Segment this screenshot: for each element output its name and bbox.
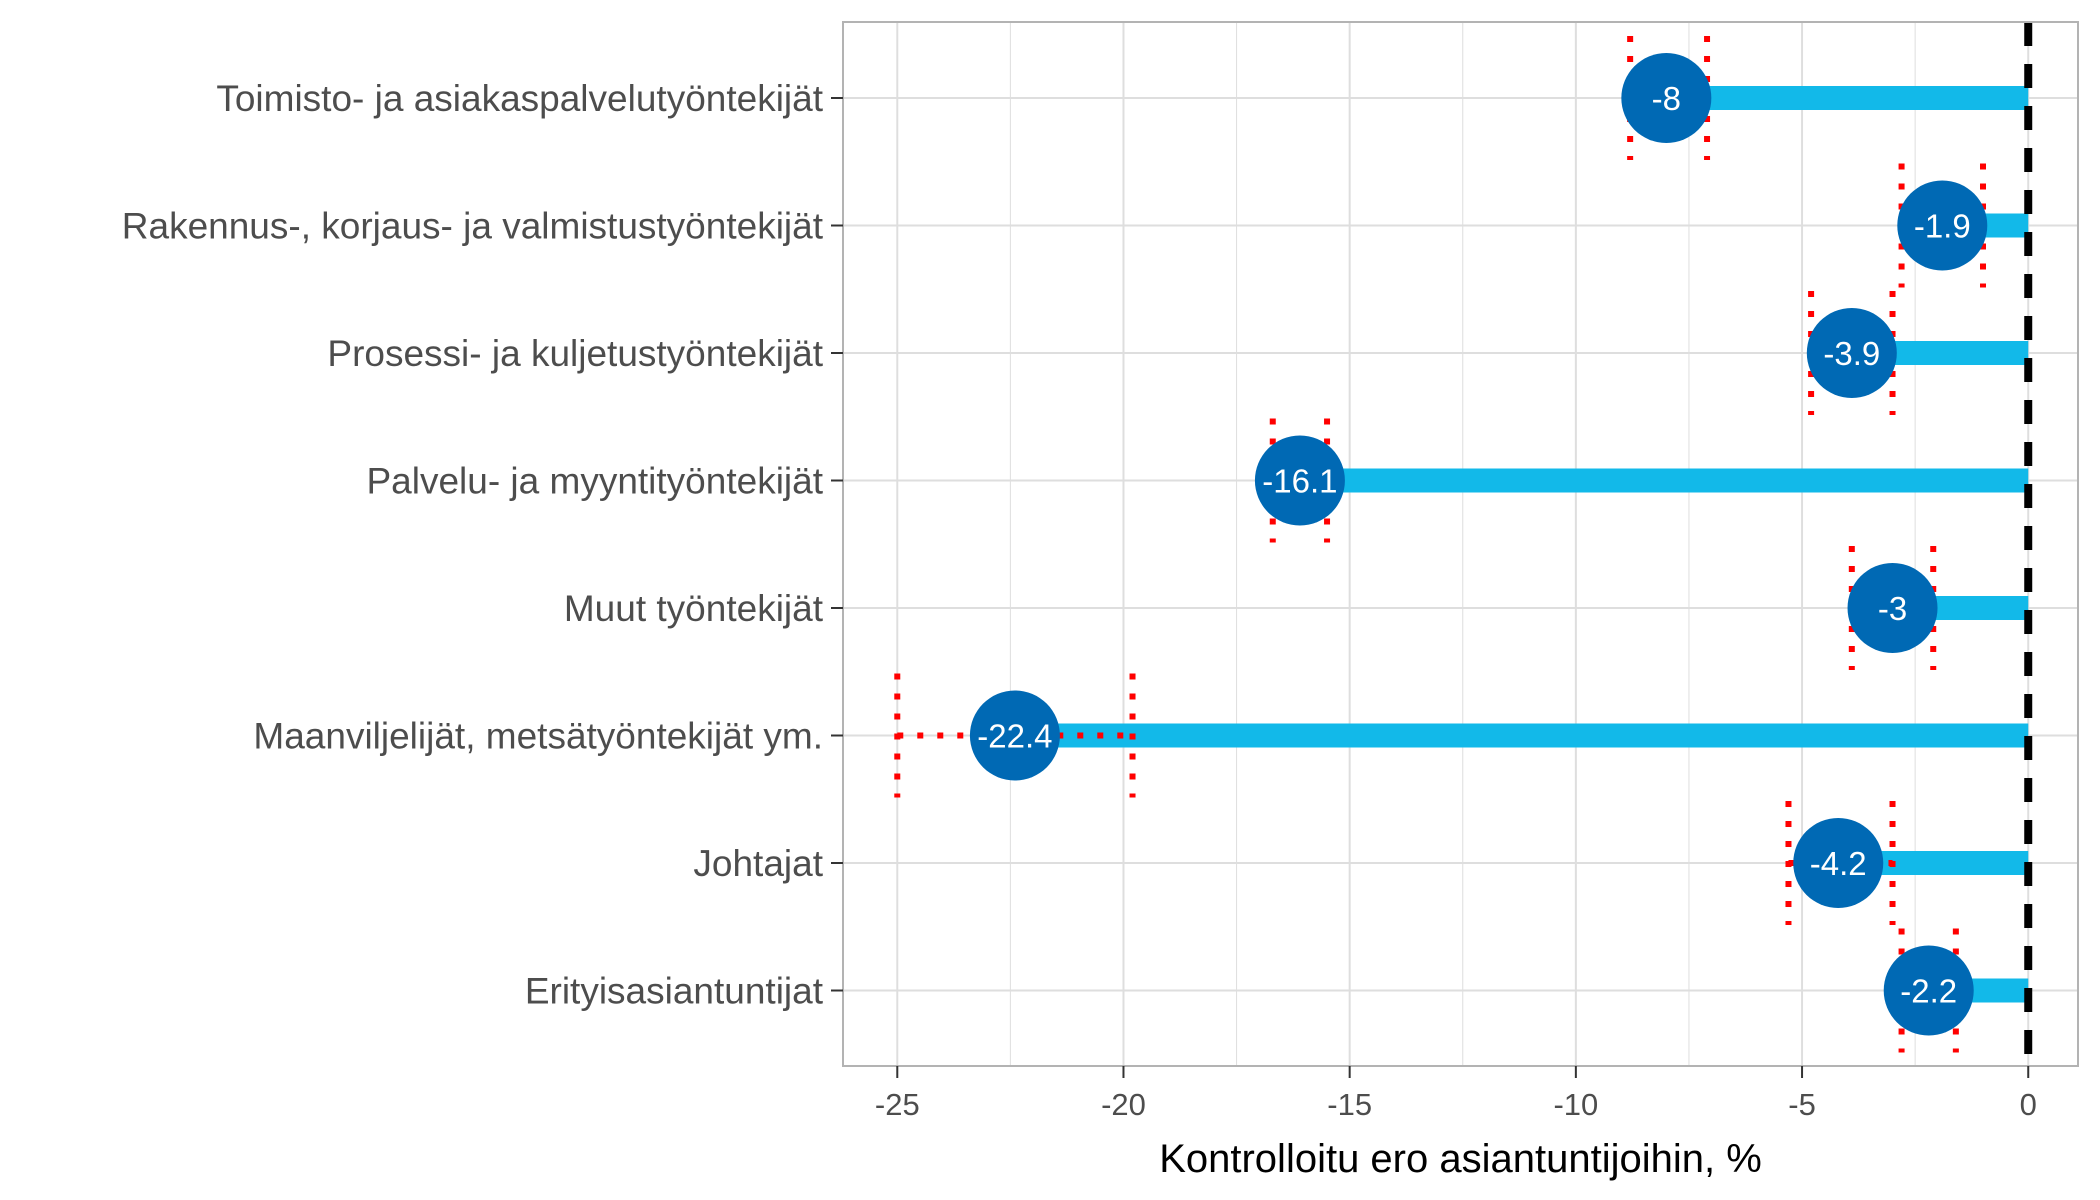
bar	[1666, 86, 2029, 110]
value-point	[1621, 53, 1712, 143]
value-label: -1.9	[1914, 208, 1971, 245]
x-tick-label: -10	[1553, 1087, 1598, 1122]
y-tick-label: Muut työntekijät	[564, 588, 824, 629]
y-tick-label: Johtajat	[693, 843, 823, 884]
value-point	[1254, 435, 1345, 526]
y-tick-label: Palvelu- ja myyntityöntekijät	[366, 461, 823, 502]
y-tick-label: Maanviljelijät, metsätyöntekijät ym.	[253, 716, 823, 757]
x-tick-label: -5	[1788, 1087, 1816, 1122]
value-point	[1883, 945, 1974, 1036]
panel-border	[842, 21, 2079, 1067]
x-tick-label: -25	[875, 1087, 920, 1122]
value-label: -4.2	[1810, 845, 1867, 882]
value-point	[969, 690, 1060, 781]
value-label: -3.9	[1823, 335, 1880, 372]
y-tick-label: Toimisto- ja asiakaspalvelutyöntekijät	[216, 78, 823, 119]
bar	[1299, 468, 2029, 493]
bar	[1014, 723, 2029, 748]
points: -8 -1.9 -3.9 -16.1 -3 -22.4 -4.2 -2.2	[969, 53, 1988, 1036]
x-tick-label: 0	[2020, 1087, 2037, 1122]
value-point	[1793, 818, 1884, 908]
value-label: -22.4	[977, 718, 1052, 755]
y-tick-label: Erityisasiantuntijat	[525, 971, 824, 1012]
value-label: -16.1	[1262, 463, 1337, 500]
x-tick-label: -20	[1101, 1087, 1146, 1122]
value-label: -2.2	[1900, 973, 1957, 1010]
x-tick-label: -15	[1327, 1087, 1372, 1122]
axes: Toimisto- ja asiakaspalvelutyöntekijät Ra…	[122, 78, 2037, 1122]
value-label: -3	[1878, 590, 1907, 627]
value-point	[1806, 308, 1897, 398]
x-axis-title: Kontrolloitu ero asiantuntijoihin, %	[1159, 1137, 1762, 1181]
value-label: -8	[1652, 80, 1681, 117]
y-tick-label: Rakennus-, korjaus- ja valmistustyönteki…	[122, 206, 824, 247]
value-point	[1847, 563, 1938, 653]
y-tick-label: Prosessi- ja kuljetustyöntekijät	[327, 333, 823, 374]
value-point	[1897, 180, 1988, 271]
